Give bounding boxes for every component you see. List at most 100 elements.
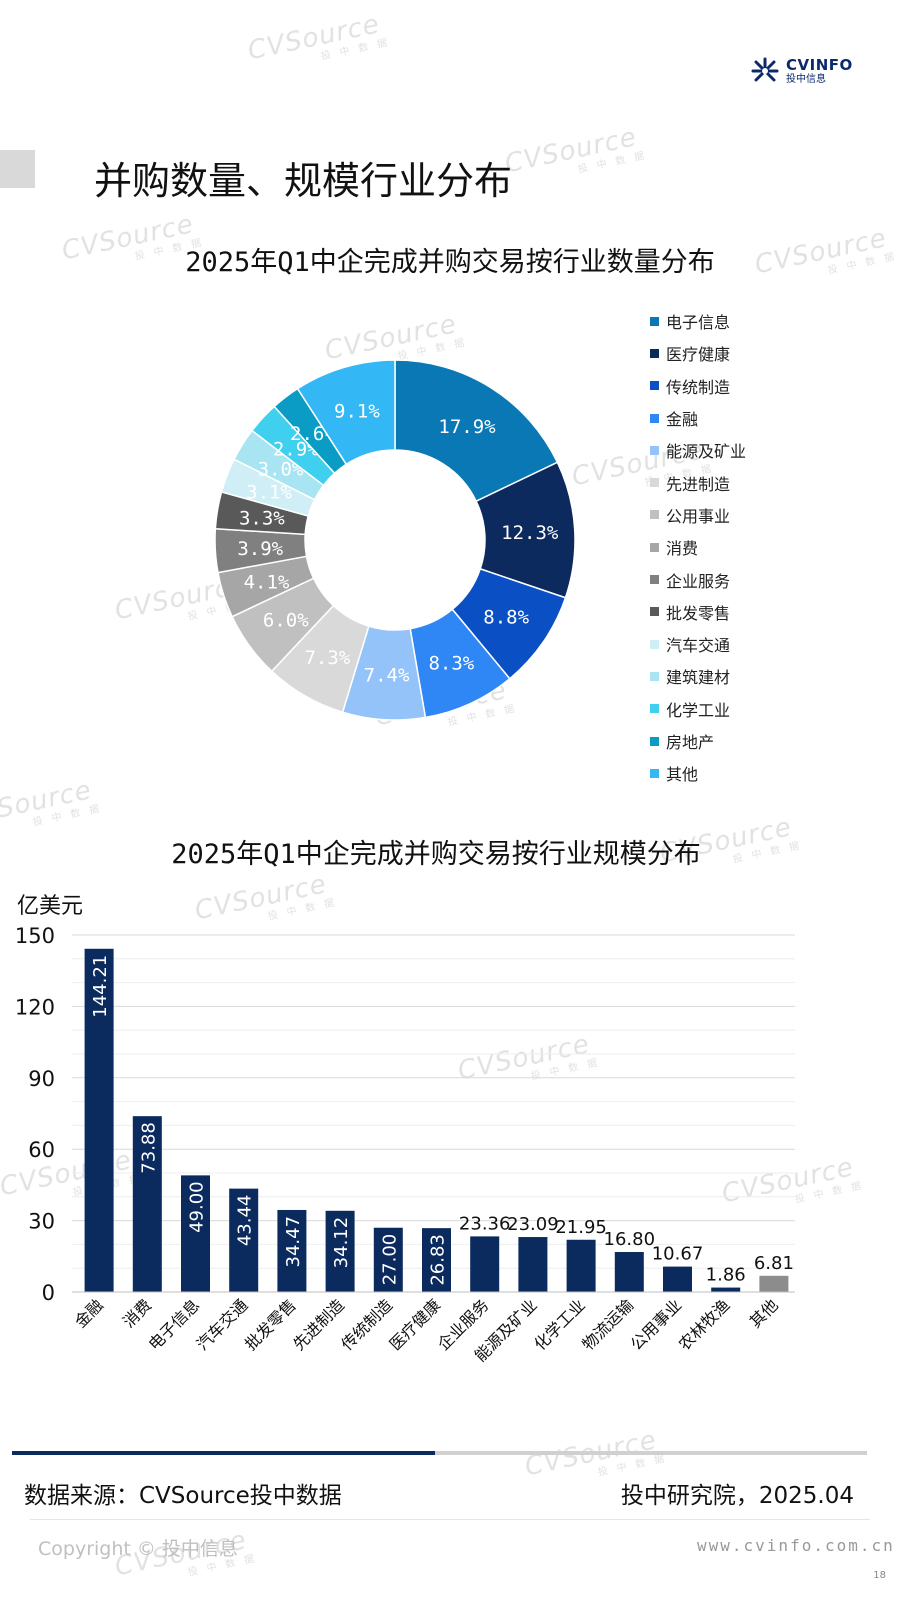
data-source: 数据来源：CVSource投中数据	[24, 1483, 342, 1509]
legend-item-12: 化学工业	[650, 693, 746, 725]
donut-label-5: 7.3%	[304, 647, 350, 669]
x-tick-label: 金融	[71, 1295, 107, 1331]
legend-swatch	[650, 381, 659, 391]
legend-label: 汽车交通	[666, 636, 731, 656]
legend-item-1: 医疗健康	[650, 337, 746, 369]
legend-swatch	[650, 704, 659, 714]
y-tick-label: 0	[42, 1281, 55, 1305]
donut-slice-14	[296, 359, 396, 466]
bar-5	[325, 1210, 355, 1292]
brand-logo: CVINFO 投中信息	[750, 56, 853, 86]
legend-item-9: 批发零售	[650, 596, 746, 628]
x-tick-label: 消费	[119, 1295, 155, 1331]
legend-item-14: 其他	[650, 757, 746, 789]
legend-swatch	[650, 639, 659, 649]
legend-swatch	[650, 478, 659, 488]
bar-chart-title: 2025年Q1中企完成并购交易按行业规模分布	[171, 839, 701, 870]
y-tick-label: 150	[15, 924, 55, 948]
donut-chart-title: 2025年Q1中企完成并购交易按行业数量分布	[185, 247, 715, 278]
bar-value-label: 73.88	[138, 1122, 159, 1174]
bar-value-label: 1.86	[706, 1265, 746, 1286]
legend-swatch	[650, 542, 659, 552]
legend-item-10: 汽车交通	[650, 628, 746, 660]
website-link[interactable]: www.cvinfo.com.cn	[697, 1536, 895, 1555]
legend-label: 消费	[666, 539, 699, 559]
donut-label-10: 3.1%	[246, 481, 292, 503]
bar-value-label: 23.09	[507, 1214, 559, 1235]
legend-swatch	[650, 445, 659, 455]
bar-value-label: 21.95	[555, 1217, 607, 1238]
bar-14	[759, 1275, 789, 1292]
x-tick-label: 物流运输	[578, 1295, 637, 1354]
bar-value-label: 43.44	[235, 1195, 256, 1247]
bar-value-label: 27.00	[379, 1234, 400, 1286]
x-tick-label: 农林牧渔	[675, 1295, 734, 1354]
donut-slice-0	[394, 359, 559, 503]
x-tick-label: 其他	[746, 1295, 782, 1331]
legend-item-8: 企业服务	[650, 563, 746, 595]
legend-label: 房地产	[666, 733, 715, 752]
bar-value-label: 34.47	[283, 1216, 304, 1268]
x-tick-label: 公用事业	[627, 1295, 686, 1354]
legend-label: 化学工业	[666, 700, 731, 720]
bar-12	[663, 1266, 692, 1292]
legend-swatch	[650, 736, 659, 746]
legend-label: 医疗健康	[666, 345, 731, 365]
legend-label: 公用事业	[666, 506, 731, 526]
legend-swatch	[650, 413, 659, 423]
donut-label-9: 3.3%	[239, 508, 285, 530]
legend-item-4: 能源及矿业	[650, 434, 746, 466]
y-tick-label: 120	[15, 995, 55, 1019]
footer-bar	[12, 1451, 867, 1455]
publisher-date: 投中研究院，2025.04	[620, 1483, 854, 1509]
logo-name: CVINFO	[786, 55, 853, 74]
bar-chart: 0 30 60 90 120 150 144.21 金融 73.88 消费 49.00 电子信息 43.…	[15, 924, 795, 1365]
legend-item-13: 房地产	[650, 725, 746, 757]
bar-4	[277, 1209, 307, 1292]
copyright: Copyright © 投中信息	[38, 1538, 238, 1560]
bar-value-label: 16.80	[604, 1229, 656, 1250]
bar-value-label: 49.00	[187, 1181, 208, 1233]
legend-swatch	[650, 316, 659, 326]
bar-2	[181, 1175, 210, 1292]
bar-value-label: 6.81	[754, 1253, 794, 1274]
footer-divider	[30, 1519, 870, 1520]
bar-3	[229, 1188, 259, 1292]
donut-label-3: 8.3%	[428, 653, 474, 675]
bar-10	[566, 1239, 596, 1292]
bar-8	[470, 1236, 500, 1292]
legend-item-0: 电子信息	[650, 305, 746, 337]
legend-label: 金融	[666, 410, 699, 430]
bar-11	[614, 1252, 644, 1292]
legend-item-5: 先进制造	[650, 466, 746, 498]
legend-item-3: 金融	[650, 402, 746, 434]
donut-legend: 电子信息医疗健康传统制造金融能源及矿业先进制造公用事业消费企业服务批发零售汽车交…	[650, 305, 746, 789]
legend-item-11: 建筑建材	[650, 660, 746, 692]
x-tick-label: 先进制造	[289, 1295, 348, 1354]
legend-label: 企业服务	[666, 571, 731, 591]
legend-item-2: 传统制造	[650, 370, 746, 402]
legend-item-7: 消费	[650, 531, 746, 563]
legend-label: 传统制造	[666, 377, 731, 397]
legend-swatch	[650, 510, 659, 520]
donut-chart: 17.9% 12.3% 8.8% 8.3% 7.4% 7.3% 6.0% 4.1% 3.9% 3.…	[214, 359, 576, 721]
legend-label: 建筑建材	[666, 668, 731, 688]
title-accent-block	[0, 150, 35, 188]
legend-swatch	[650, 575, 659, 585]
x-tick-label: 汽车交通	[193, 1295, 252, 1354]
bar-value-label: 144.21	[90, 955, 111, 1018]
page-title: 并购数量、规模行业分布	[94, 159, 513, 203]
cvinfo-logo-icon	[751, 57, 779, 82]
legend-swatch	[650, 607, 659, 617]
page-number: 18	[873, 1570, 886, 1581]
donut-label-0: 17.9%	[438, 416, 496, 438]
bar-9	[518, 1237, 548, 1292]
donut-label-2: 8.8%	[483, 607, 529, 629]
legend-label: 能源及矿业	[666, 442, 747, 462]
x-tick-label: 医疗健康	[386, 1295, 445, 1354]
x-tick-label: 传统制造	[337, 1295, 396, 1354]
x-tick-label: 电子信息	[145, 1295, 204, 1354]
donut-label-4: 7.4%	[364, 665, 410, 687]
legend-swatch	[650, 348, 659, 358]
legend-swatch	[650, 671, 659, 681]
